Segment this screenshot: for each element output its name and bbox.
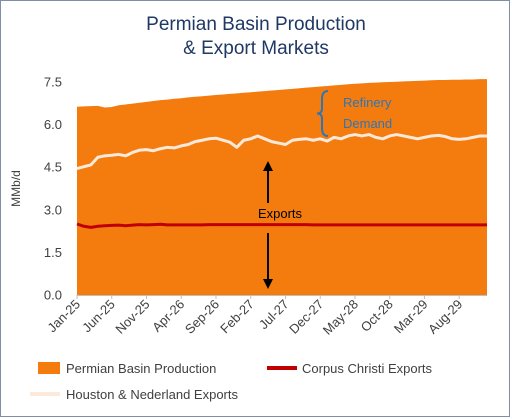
y-tick-label: 3.0	[44, 202, 62, 217]
x-tick-label: Dec-27	[286, 297, 326, 337]
x-tick-label: Feb-27	[217, 297, 257, 337]
refinery-label-line1: Refinery	[343, 95, 392, 110]
legend-label-corpus-christi: Corpus Christi Exports	[302, 361, 433, 376]
x-tick-label: Nov-25	[112, 297, 152, 337]
houston-nederland-line	[76, 133, 487, 171]
refinery-label-line2: Demand	[343, 116, 392, 131]
chart-title-line1: Permian Basin Production	[146, 14, 366, 35]
y-tick-label: 0.0	[44, 288, 62, 303]
y-tick-label: 7.5	[44, 75, 62, 90]
chart-title-line2: & Export Markets	[183, 38, 329, 59]
x-tick-label: May-28	[320, 297, 361, 338]
y-tick-label: 6.0	[44, 117, 62, 132]
refinery-brace	[316, 90, 329, 137]
legend-label-houston-nederland: Houston & Nederland Exports	[66, 387, 238, 402]
x-tick-label: Mar-29	[391, 297, 431, 337]
x-tick-label: Oct-28	[358, 297, 396, 335]
legend-swatch-production	[38, 362, 60, 374]
legend-label-production: Permian Basin Production	[66, 361, 216, 376]
x-tick-label: Apr-26	[149, 297, 187, 335]
y-tick-label: 4.5	[44, 160, 62, 175]
y-tick-label: 1.5	[44, 245, 62, 260]
exports-label: Exports	[258, 206, 303, 221]
x-tick-label: Jun-25	[79, 297, 118, 336]
production-area	[77, 79, 487, 295]
x-tick-label: Sep-26	[182, 297, 222, 337]
exports-arrow-down-head	[263, 279, 273, 289]
y-axis-label: MMb/d	[9, 170, 23, 207]
exports-arrow-up-head	[263, 161, 273, 171]
corpus-christi-line	[76, 222, 487, 229]
x-tick-label: Aug-29	[425, 297, 465, 337]
